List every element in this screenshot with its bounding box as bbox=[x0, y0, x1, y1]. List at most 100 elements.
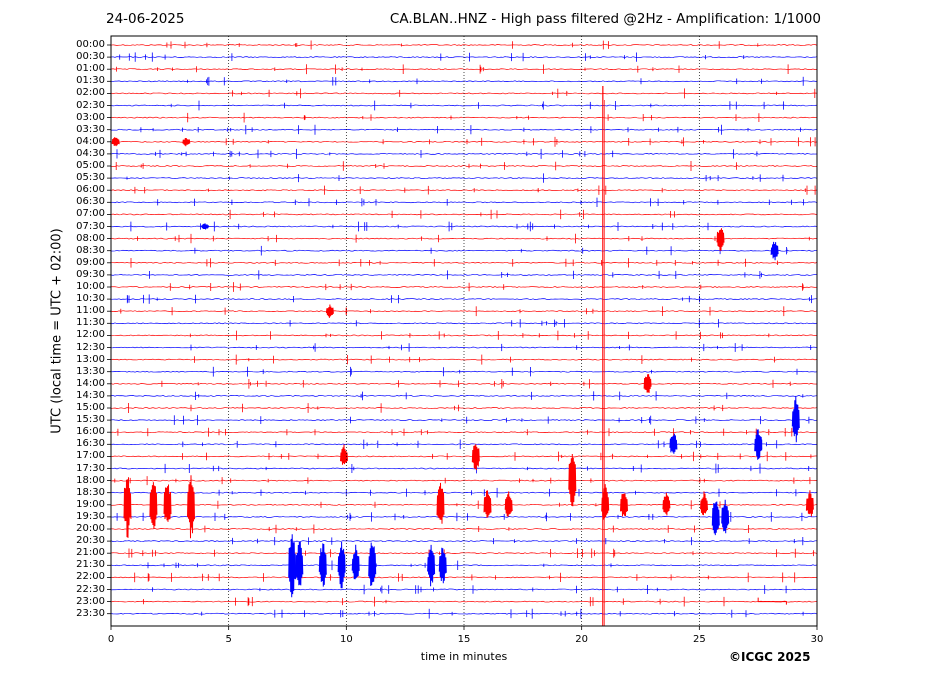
trace-0600 bbox=[110, 189, 818, 192]
y-tick-label: 07:00 bbox=[76, 208, 105, 220]
y-tick-label: 22:30 bbox=[76, 583, 105, 595]
y-tick-label: 21:00 bbox=[76, 547, 105, 559]
trace-1230 bbox=[110, 346, 818, 349]
event-2130-14.1 bbox=[438, 547, 447, 584]
event-2130-9.8 bbox=[337, 541, 346, 589]
trace-1030 bbox=[110, 298, 818, 300]
event-0800-25.9 bbox=[716, 228, 725, 251]
trace-2030 bbox=[110, 540, 818, 542]
event-1400-22.8 bbox=[643, 374, 652, 393]
y-tick-label: 00:30 bbox=[76, 51, 105, 63]
event-1900-14 bbox=[436, 482, 445, 524]
y-tick-label: 14:30 bbox=[76, 389, 105, 401]
trace-2130 bbox=[110, 564, 818, 567]
y-tick-label: 01:30 bbox=[76, 75, 105, 87]
event-1930-26.1 bbox=[721, 499, 730, 534]
y-tick-label: 05:30 bbox=[76, 172, 105, 184]
y-tick-label: 03:30 bbox=[76, 123, 105, 135]
trace-0700 bbox=[110, 213, 818, 216]
y-tick-label: 08:00 bbox=[76, 232, 105, 244]
event-2130-11.1 bbox=[368, 542, 377, 586]
x-tick-label: 20 bbox=[575, 634, 589, 645]
trace-0530 bbox=[110, 177, 818, 179]
trace-2200 bbox=[110, 576, 818, 579]
y-tick-label: 09:30 bbox=[76, 268, 105, 280]
y-tick-label: 16:00 bbox=[76, 426, 105, 438]
y-tick-label: 07:30 bbox=[76, 220, 105, 232]
timing-mark bbox=[757, 597, 787, 605]
event-2130-13.6 bbox=[427, 544, 436, 587]
y-tick-label: 15:00 bbox=[76, 402, 105, 413]
trace-1630 bbox=[110, 443, 818, 446]
trace-1800 bbox=[110, 479, 818, 482]
y-tick-label: 15:30 bbox=[76, 414, 105, 426]
event-1700-15.5 bbox=[471, 444, 480, 471]
y-tick-label: 10:00 bbox=[76, 281, 105, 292]
y-tick-label: 21:30 bbox=[76, 559, 105, 571]
y-tick-label: 13:00 bbox=[76, 353, 105, 365]
trace-0800 bbox=[110, 237, 818, 240]
trace-0900 bbox=[110, 261, 818, 264]
y-tick-label: 12:30 bbox=[76, 341, 105, 353]
y-tick-label: 23:00 bbox=[76, 595, 105, 607]
y-tick-label: 08:30 bbox=[76, 244, 105, 256]
y-tick-label: 16:30 bbox=[76, 438, 105, 450]
x-tick-label: 5 bbox=[225, 634, 232, 645]
y-axis-label: UTC (local time = UTC + 02:00) bbox=[49, 228, 65, 434]
event-1900-0.7 bbox=[123, 477, 132, 538]
y-tick-label: 02:00 bbox=[76, 87, 105, 99]
event-0400-3.2 bbox=[182, 137, 191, 147]
y-tick-label: 02:30 bbox=[76, 99, 105, 111]
event-2130-8 bbox=[295, 541, 304, 586]
x-axis-label: time in minutes bbox=[420, 650, 508, 663]
event-1100-9.3 bbox=[325, 304, 334, 318]
y-tick-label: 17:00 bbox=[76, 450, 105, 462]
event-1900-16 bbox=[483, 490, 492, 518]
chart-title: CA.BLAN..HNZ - High pass filtered @2Hz -… bbox=[389, 11, 821, 27]
x-tick-label: 0 bbox=[107, 634, 115, 645]
y-tick-label: 06:30 bbox=[76, 196, 105, 208]
trace-1200 bbox=[110, 334, 818, 337]
y-tick-label: 23:30 bbox=[76, 607, 105, 619]
trace-1430 bbox=[110, 395, 818, 397]
y-tick-label: 19:30 bbox=[76, 510, 105, 522]
event-1900-1.8 bbox=[149, 482, 158, 529]
event-2130-7.7 bbox=[288, 534, 297, 598]
event-0400-0.2 bbox=[111, 137, 120, 147]
trace-0730 bbox=[110, 225, 818, 228]
trace-0000 bbox=[110, 44, 818, 46]
trace-1500 bbox=[110, 407, 818, 409]
event-2130-10.4 bbox=[351, 544, 360, 580]
event-1800-19.6 bbox=[568, 453, 577, 507]
event-1900-23.6 bbox=[662, 492, 671, 516]
event-2130-9 bbox=[318, 543, 327, 587]
y-tick-label: 00:00 bbox=[76, 39, 105, 50]
event-1900-2.4 bbox=[163, 484, 172, 522]
chart-date: 24-06-2025 bbox=[106, 11, 185, 27]
trace-1300 bbox=[110, 358, 818, 361]
y-tick-label: 19:00 bbox=[76, 498, 105, 510]
y-tick-label: 10:30 bbox=[76, 293, 105, 305]
y-tick-label: 13:30 bbox=[76, 365, 105, 377]
trace-1000 bbox=[110, 286, 818, 288]
trace-2230 bbox=[110, 588, 818, 591]
x-tick-label: 25 bbox=[692, 634, 706, 645]
y-tick-label: 22:00 bbox=[76, 571, 105, 583]
event-1630-27.5 bbox=[754, 429, 763, 460]
trace-1330 bbox=[110, 370, 818, 373]
y-tick-label: 06:00 bbox=[76, 184, 105, 196]
y-tick-label: 20:30 bbox=[76, 535, 105, 547]
y-tick-label: 11:00 bbox=[76, 305, 105, 317]
trace-1100 bbox=[110, 310, 818, 313]
trace-2300 bbox=[110, 600, 818, 603]
y-tick-label: 18:30 bbox=[76, 486, 105, 498]
trace-2100 bbox=[110, 552, 818, 555]
trace-0930 bbox=[110, 274, 818, 276]
x-tick-label: 30 bbox=[810, 634, 824, 645]
y-tick-label: 17:30 bbox=[76, 462, 105, 474]
event-1900-3.4 bbox=[187, 475, 195, 539]
y-tick-label: 01:00 bbox=[76, 63, 105, 75]
y-tick-label: 04:00 bbox=[76, 135, 105, 147]
y-tick-label: 14:00 bbox=[76, 377, 105, 389]
